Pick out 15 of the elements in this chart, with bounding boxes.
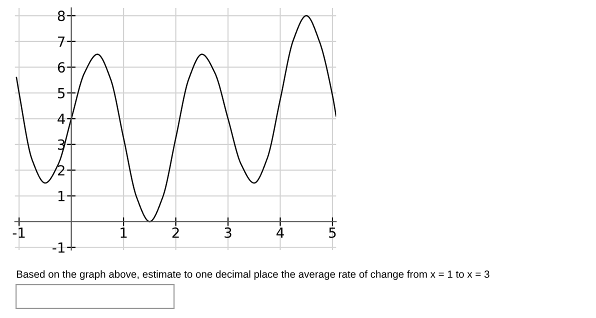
y-tick-label: -1: [52, 242, 64, 253]
y-tick-label: 1: [58, 191, 64, 202]
x-tick-label: 3: [224, 227, 232, 238]
x-tick-label: 1: [120, 228, 127, 238]
text: Based on the graph above, estimate to one decimal place the average rate of change from x = 1 to x = 3: [16, 270, 490, 280]
y-tick-label: 4: [58, 114, 65, 124]
y-tick-label: 7: [58, 36, 65, 47]
x-tick-label: 2: [172, 227, 179, 238]
y-tick-label: 6: [58, 62, 65, 73]
y-tick-label: 8: [58, 10, 65, 22]
x-tick-label: 4: [276, 228, 284, 238]
y-tick-label: 2: [58, 165, 64, 176]
x-tick-label: 5: [329, 228, 336, 238]
y-tick-label: 5: [58, 88, 65, 98]
x-tick-label: -1: [12, 228, 25, 238]
